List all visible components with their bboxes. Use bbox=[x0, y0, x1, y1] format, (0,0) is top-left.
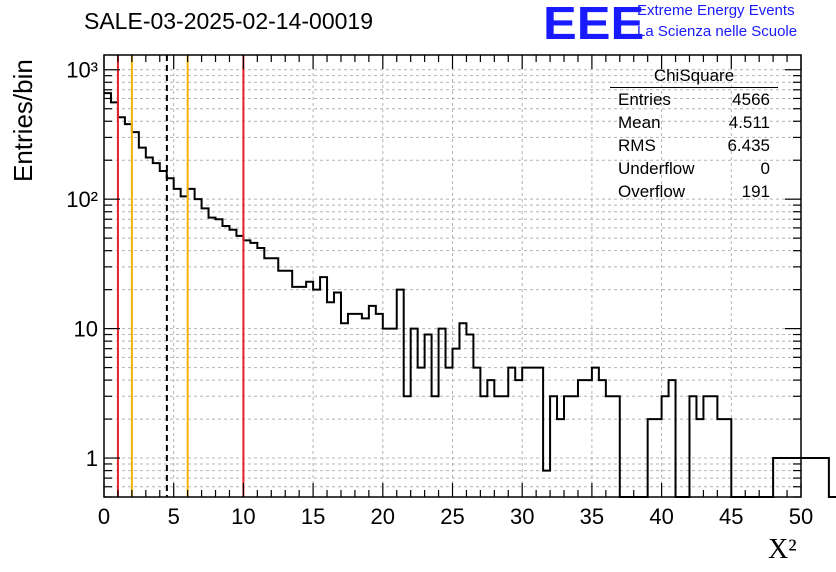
stats-row-rms: RMS 6.435 bbox=[610, 136, 778, 159]
histogram-series bbox=[104, 92, 836, 498]
x-tick-label: 15 bbox=[301, 504, 325, 529]
y-axis-label: Entries/bin bbox=[8, 59, 38, 182]
logo-line-2: La Scienza nelle Scuole bbox=[637, 23, 798, 40]
logo-line-1: Extreme Energy Events bbox=[637, 2, 795, 19]
stats-row-mean: Mean 4.511 bbox=[610, 113, 778, 136]
x-tick-label: 20 bbox=[371, 504, 395, 529]
eee-logo: EEE bbox=[543, 0, 645, 49]
stats-box: ChiSquare Entries 4566 Mean 4.511 RMS 6.… bbox=[610, 66, 778, 205]
stats-label: Overflow bbox=[618, 182, 686, 201]
x-tick-label: 35 bbox=[580, 504, 604, 529]
y-tick-label: 10² bbox=[66, 187, 98, 212]
run-title: SALE-03-2025-02-14-00019 bbox=[84, 8, 373, 34]
stats-value: 6.435 bbox=[727, 136, 770, 155]
stats-label: RMS bbox=[618, 136, 656, 155]
stats-value: 4566 bbox=[732, 90, 770, 109]
x-tick-label: 5 bbox=[168, 504, 180, 529]
stats-row-entries: Entries 4566 bbox=[610, 90, 778, 113]
y-tick-label: 1 bbox=[86, 446, 98, 471]
x-tick-label: 0 bbox=[98, 504, 110, 529]
stats-label: Underflow bbox=[618, 159, 695, 178]
stats-title: ChiSquare bbox=[610, 66, 778, 88]
x-tick-label: 25 bbox=[440, 504, 464, 529]
stats-row-overflow: Overflow 191 bbox=[610, 182, 778, 205]
stats-row-underflow: Underflow 0 bbox=[610, 159, 778, 182]
x-tick-label: 50 bbox=[789, 504, 813, 529]
stats-label: Entries bbox=[618, 90, 671, 109]
x-tick-label: 40 bbox=[649, 504, 673, 529]
y-tick-label: 10³ bbox=[66, 58, 98, 83]
x-tick-label: 10 bbox=[231, 504, 255, 529]
stats-label: Mean bbox=[618, 113, 661, 132]
x-tick-label: 45 bbox=[719, 504, 743, 529]
stats-value: 191 bbox=[741, 182, 770, 201]
x-axis-label: X² bbox=[768, 534, 797, 565]
stats-value: 4.511 bbox=[728, 113, 770, 132]
y-tick-label: 10 bbox=[74, 317, 98, 342]
x-tick-label: 30 bbox=[510, 504, 534, 529]
stats-value: 0 bbox=[760, 159, 770, 178]
